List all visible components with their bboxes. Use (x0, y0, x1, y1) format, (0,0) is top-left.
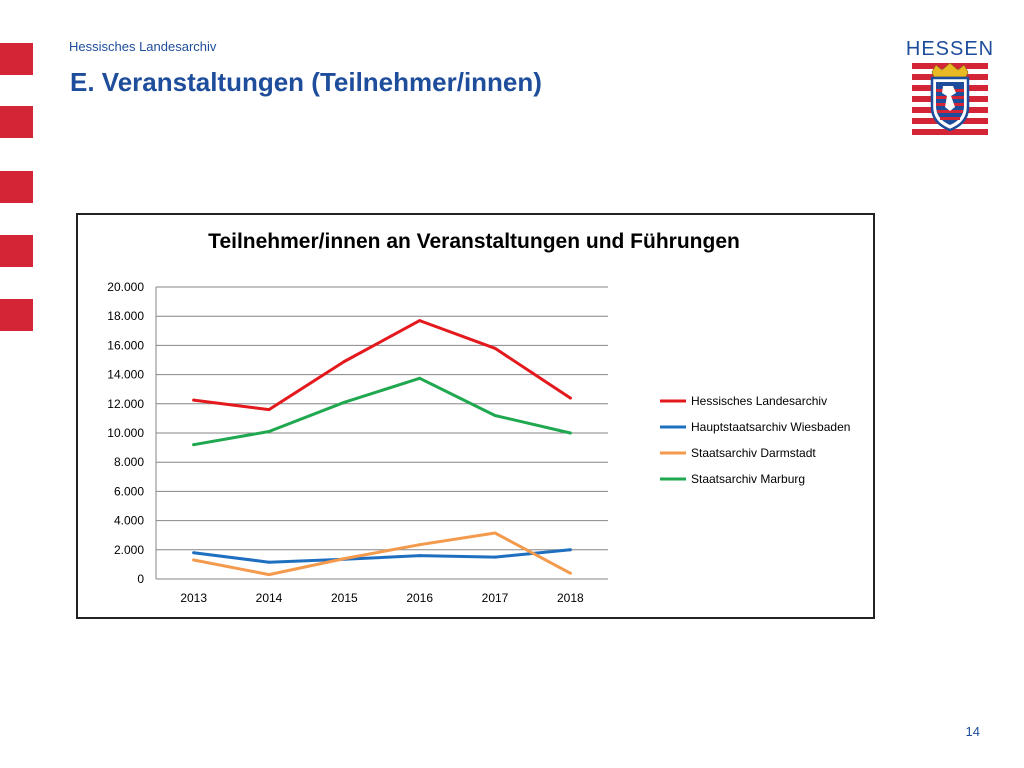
y-tick-label: 8.000 (114, 455, 144, 469)
decor-bar-2 (0, 106, 33, 138)
x-tick-label: 2018 (557, 591, 584, 605)
data-point (418, 554, 422, 558)
y-tick-label: 10.000 (107, 426, 144, 440)
data-point (342, 359, 346, 363)
data-point (192, 558, 196, 562)
hessen-logo: HESSEN (905, 38, 995, 138)
data-point (493, 413, 497, 417)
x-tick-label: 2015 (331, 591, 358, 605)
y-tick-label: 6.000 (114, 484, 144, 498)
data-point (192, 551, 196, 555)
data-point (568, 431, 572, 435)
data-point (342, 400, 346, 404)
x-tick-label: 2014 (256, 591, 283, 605)
decor-bar-4 (0, 235, 33, 267)
y-tick-label: 4.000 (114, 514, 144, 528)
y-tick-label: 18.000 (107, 309, 144, 323)
y-tick-label: 20.000 (107, 280, 144, 294)
decor-bar-1 (0, 43, 33, 75)
series-line (192, 319, 572, 412)
data-point (418, 543, 422, 547)
data-point (493, 531, 497, 535)
series-line (192, 376, 572, 447)
legend-label: Staatsarchiv Darmstadt (691, 446, 816, 460)
data-point (418, 319, 422, 323)
line-chart: Teilnehmer/innen an Veranstaltungen und … (107, 230, 850, 605)
y-tick-label: 0 (137, 572, 144, 586)
chart-frame: Teilnehmer/innen an Veranstaltungen und … (76, 213, 875, 619)
x-tick-label: 2017 (482, 591, 509, 605)
y-tick-label: 16.000 (107, 338, 144, 352)
page-number: 14 (965, 724, 980, 739)
data-point (568, 396, 572, 400)
data-point (568, 571, 572, 575)
data-point (493, 346, 497, 350)
y-tick-label: 2.000 (114, 543, 144, 557)
decor-bar-3 (0, 171, 33, 203)
x-tick-label: 2013 (180, 591, 207, 605)
data-point (267, 430, 271, 434)
data-point (493, 555, 497, 559)
data-point (342, 557, 346, 561)
legend-label: Hessisches Landesarchiv (691, 394, 827, 408)
data-point (267, 573, 271, 577)
data-point (267, 408, 271, 412)
series-line (192, 548, 572, 564)
logo-wordmark: HESSEN (905, 38, 995, 60)
organization-name: Hessisches Landesarchiv (69, 39, 217, 54)
decor-bar-5 (0, 299, 33, 331)
legend-label: Hauptstaatsarchiv Wiesbaden (691, 420, 850, 434)
data-point (267, 560, 271, 564)
data-point (192, 398, 196, 402)
y-tick-label: 14.000 (107, 368, 144, 382)
data-point (568, 548, 572, 552)
legend-label: Staatsarchiv Marburg (691, 472, 805, 486)
y-tick-label: 12.000 (107, 397, 144, 411)
hessen-coat-of-arms-icon (912, 63, 988, 135)
data-point (192, 443, 196, 447)
series-line (192, 531, 572, 577)
data-point (418, 376, 422, 380)
x-tick-label: 2016 (406, 591, 433, 605)
page-title: E. Veranstaltungen (Teilnehmer/innen) (70, 67, 542, 97)
chart-title: Teilnehmer/innen an Veranstaltungen und … (208, 230, 740, 253)
